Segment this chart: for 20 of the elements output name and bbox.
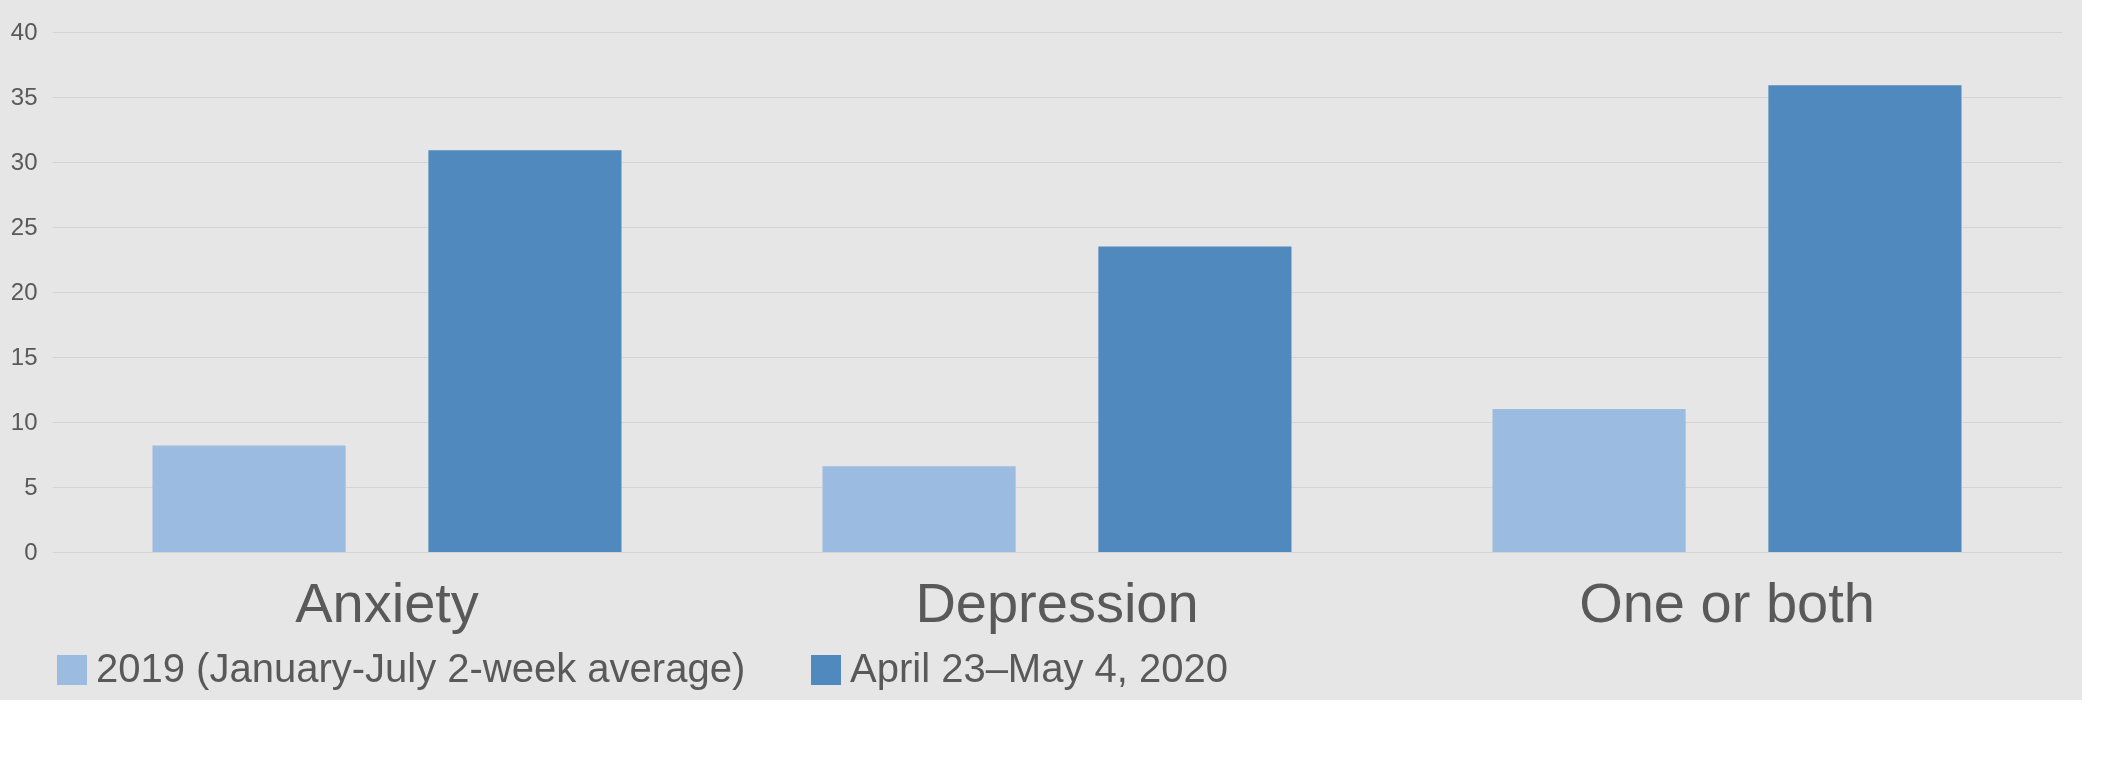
bar: [1492, 409, 1686, 552]
bar: [1768, 85, 1962, 552]
legend-label: April 23–May 4, 2020: [850, 646, 1229, 690]
y-tick-label: 15: [10, 342, 38, 370]
bar: [152, 445, 346, 552]
bar: [428, 150, 622, 552]
bar: [1098, 246, 1292, 552]
y-tick-label: 20: [10, 277, 38, 305]
y-tick-label: 5: [24, 472, 38, 500]
y-tick-label: 10: [10, 407, 38, 435]
y-tick-label: 0: [24, 537, 38, 565]
y-tick-label: 40: [10, 17, 38, 45]
y-tick-label: 30: [10, 147, 38, 175]
x-tick-label: One or both: [1579, 570, 1875, 634]
y-tick-label: 25: [10, 212, 38, 240]
bar: [822, 466, 1016, 552]
y-tick-label: 35: [10, 82, 38, 110]
x-tick-label: Depression: [915, 570, 1199, 634]
legend-label: 2019 (January-July 2-week average): [96, 646, 746, 690]
x-tick-label: Anxiety: [295, 570, 479, 634]
